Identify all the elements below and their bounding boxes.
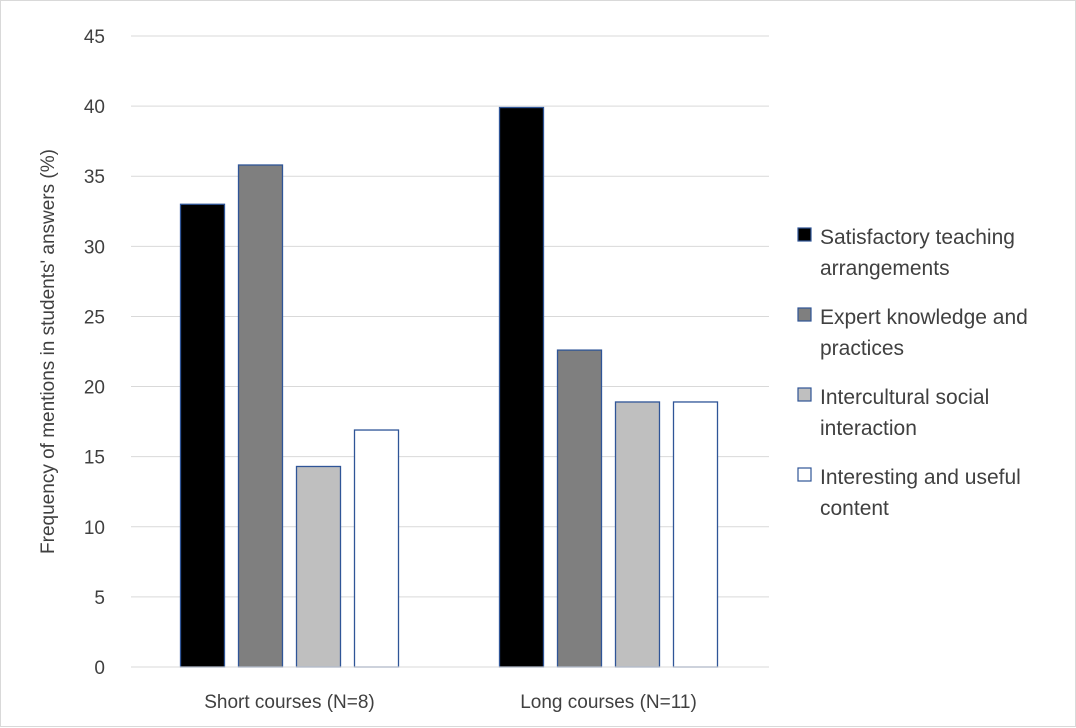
legend-swatch (797, 227, 812, 242)
y-tick-label: 40 (84, 97, 105, 118)
bar (614, 401, 661, 668)
bar (179, 203, 226, 668)
legend-label: Expert knowledge and (820, 306, 1028, 329)
bar (498, 106, 545, 668)
y-axis-label: Frequency of mentions in students' answe… (38, 149, 59, 554)
bar (353, 429, 400, 668)
y-tick-label: 25 (84, 307, 105, 328)
y-tick-label: 0 (94, 658, 105, 679)
y-axis-ticks: 0 5 10 15 20 25 30 35 40 45 (84, 27, 105, 679)
legend-label: interaction (820, 417, 917, 440)
legend-label: Interesting and useful (820, 466, 1021, 489)
x-category-label: Short courses (N=8) (204, 692, 375, 713)
bar (672, 401, 719, 668)
y-tick-label: 45 (84, 27, 105, 48)
y-tick-label: 10 (84, 518, 105, 539)
legend: Satisfactory teaching arrangements Expert … (797, 226, 1028, 520)
legend-label: arrangements (820, 257, 950, 280)
y-tick-label: 30 (84, 237, 105, 258)
bar (556, 349, 603, 668)
x-axis-categories: Short courses (N=8) Long courses (N=11) (204, 692, 697, 713)
x-category-label: Long courses (N=11) (520, 692, 697, 713)
legend-swatch (797, 467, 812, 482)
legend-swatch (797, 307, 812, 322)
bar (237, 164, 284, 668)
bars (131, 106, 769, 668)
legend-label: content (820, 497, 889, 520)
legend-label: practices (820, 337, 904, 360)
legend-label: Intercultural social (820, 386, 989, 409)
y-tick-label: 15 (84, 448, 105, 469)
legend-label: Satisfactory teaching (820, 226, 1015, 249)
y-tick-label: 20 (84, 378, 105, 399)
y-tick-label: 5 (94, 588, 105, 609)
bar (295, 465, 342, 668)
gridlines (131, 35, 769, 668)
legend-swatch (797, 387, 812, 402)
y-tick-label: 35 (84, 167, 105, 188)
